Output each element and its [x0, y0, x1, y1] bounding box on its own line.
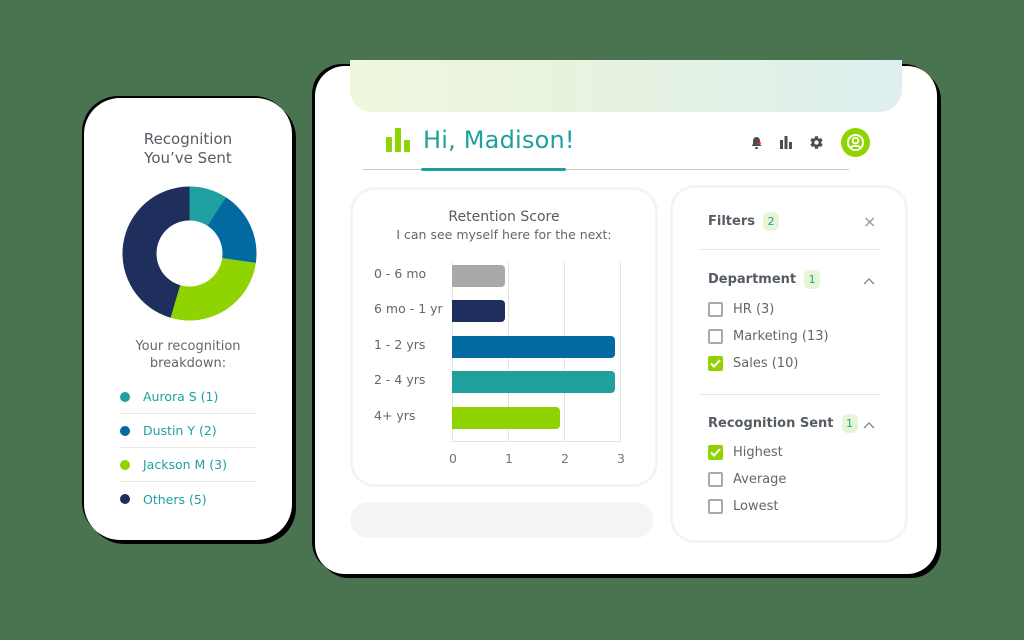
- close-icon[interactable]: ×: [863, 212, 877, 231]
- filter-option-average[interactable]: Average: [708, 472, 786, 487]
- checkbox[interactable]: [708, 329, 723, 344]
- bell-icon[interactable]: [747, 134, 765, 152]
- header-divider: [363, 169, 849, 170]
- filter-option-marketing[interactable]: Marketing (13): [708, 329, 829, 344]
- checkbox[interactable]: [708, 472, 723, 487]
- retention-subtitle: I can see myself here for the next:: [396, 227, 612, 242]
- bar-1-2yrs[interactable]: [452, 336, 615, 358]
- x-axis: [452, 441, 621, 442]
- donut-segment[interactable]: [122, 186, 190, 318]
- bar-4plus-yrs[interactable]: [452, 407, 560, 429]
- x-tick-label: 3: [617, 451, 625, 466]
- gear-icon[interactable]: [807, 134, 825, 152]
- legend-item[interactable]: Jackson M (3): [120, 448, 256, 482]
- retention-score-card: Retention Score I can see myself here fo…: [353, 190, 655, 484]
- divider: [699, 394, 881, 395]
- recognition-donut-chart: [122, 186, 257, 321]
- legend-item[interactable]: Others (5): [120, 482, 256, 516]
- department-count-badge: 1: [804, 270, 821, 289]
- recognition-sent-card: Recognition You’ve Sent Your recognition…: [84, 98, 292, 540]
- checkbox-checked[interactable]: [708, 356, 723, 371]
- breakdown-heading: Your recognition breakdown:: [135, 339, 241, 371]
- x-tick-label: 2: [561, 451, 569, 466]
- legend-dot-icon: [120, 391, 130, 402]
- y-axis-label: 1 - 2 yrs: [374, 337, 426, 352]
- y-axis-label: 6 mo - 1 yr: [374, 301, 443, 316]
- placeholder-bar: [350, 502, 654, 538]
- retention-title: Retention Score: [448, 209, 560, 225]
- logo-bars-icon: [386, 128, 412, 152]
- y-axis-label: 2 - 4 yrs: [374, 372, 426, 387]
- greeting-title: Hi, Madison!: [423, 126, 575, 154]
- active-tab-indicator: [421, 168, 566, 171]
- filter-option-sales[interactable]: Sales (10): [708, 356, 798, 371]
- recognition-sent-count-badge: 1: [841, 414, 858, 433]
- checkbox[interactable]: [708, 499, 723, 514]
- legend-item[interactable]: Dustin Y (2): [120, 414, 256, 448]
- filter-option-hr[interactable]: HR (3): [708, 302, 774, 317]
- bar-2-4yrs[interactable]: [452, 371, 615, 393]
- legend-item[interactable]: Aurora S (1): [120, 380, 256, 414]
- department-section-header[interactable]: Department 1: [708, 270, 821, 289]
- bar-6mo-1yr[interactable]: [452, 300, 505, 322]
- x-tick-label: 0: [449, 451, 457, 466]
- dashboard-window: Hi, Madison! Retention Score I can see m…: [315, 60, 937, 574]
- check-icon: [710, 359, 721, 368]
- retention-bar-chart: 0 - 6 mo 6 mo - 1 yr 1 - 2 yrs 2 - 4 yrs…: [353, 190, 655, 484]
- checkbox[interactable]: [708, 302, 723, 317]
- user-avatar-icon[interactable]: [841, 128, 870, 157]
- recognition-sent-section-header[interactable]: Recognition Sent 1: [708, 414, 858, 433]
- x-tick-label: 1: [505, 451, 513, 466]
- divider: [699, 249, 881, 250]
- filters-count-badge: 2: [762, 212, 779, 231]
- y-axis-label: 0 - 6 mo: [374, 266, 427, 281]
- legend-dot-icon: [120, 494, 130, 504]
- recognition-legend: Aurora S (1) Dustin Y (2) Jackson M (3) …: [120, 380, 256, 516]
- filters-panel: Filters 2 × Department 1 HR (3) Marketin…: [673, 188, 905, 540]
- chevron-up-icon[interactable]: [863, 420, 875, 432]
- y-axis-label: 4+ yrs: [374, 408, 416, 423]
- gridline: [620, 262, 621, 442]
- chevron-up-icon[interactable]: [863, 276, 875, 288]
- header-actions: [747, 128, 870, 157]
- filters-header: Filters 2: [708, 212, 779, 231]
- header-banner: [350, 60, 902, 112]
- legend-dot-icon: [120, 425, 130, 436]
- recognition-card-title: Recognition You’ve Sent: [143, 130, 233, 167]
- bar-0-6mo[interactable]: [452, 265, 505, 287]
- bar-chart-icon[interactable]: [777, 134, 795, 152]
- legend-dot-icon: [120, 459, 130, 470]
- check-icon: [710, 448, 721, 457]
- checkbox-checked[interactable]: [708, 445, 723, 460]
- filter-option-highest[interactable]: Highest: [708, 445, 783, 460]
- filter-option-lowest[interactable]: Lowest: [708, 499, 778, 514]
- filters-title: Filters: [708, 214, 755, 229]
